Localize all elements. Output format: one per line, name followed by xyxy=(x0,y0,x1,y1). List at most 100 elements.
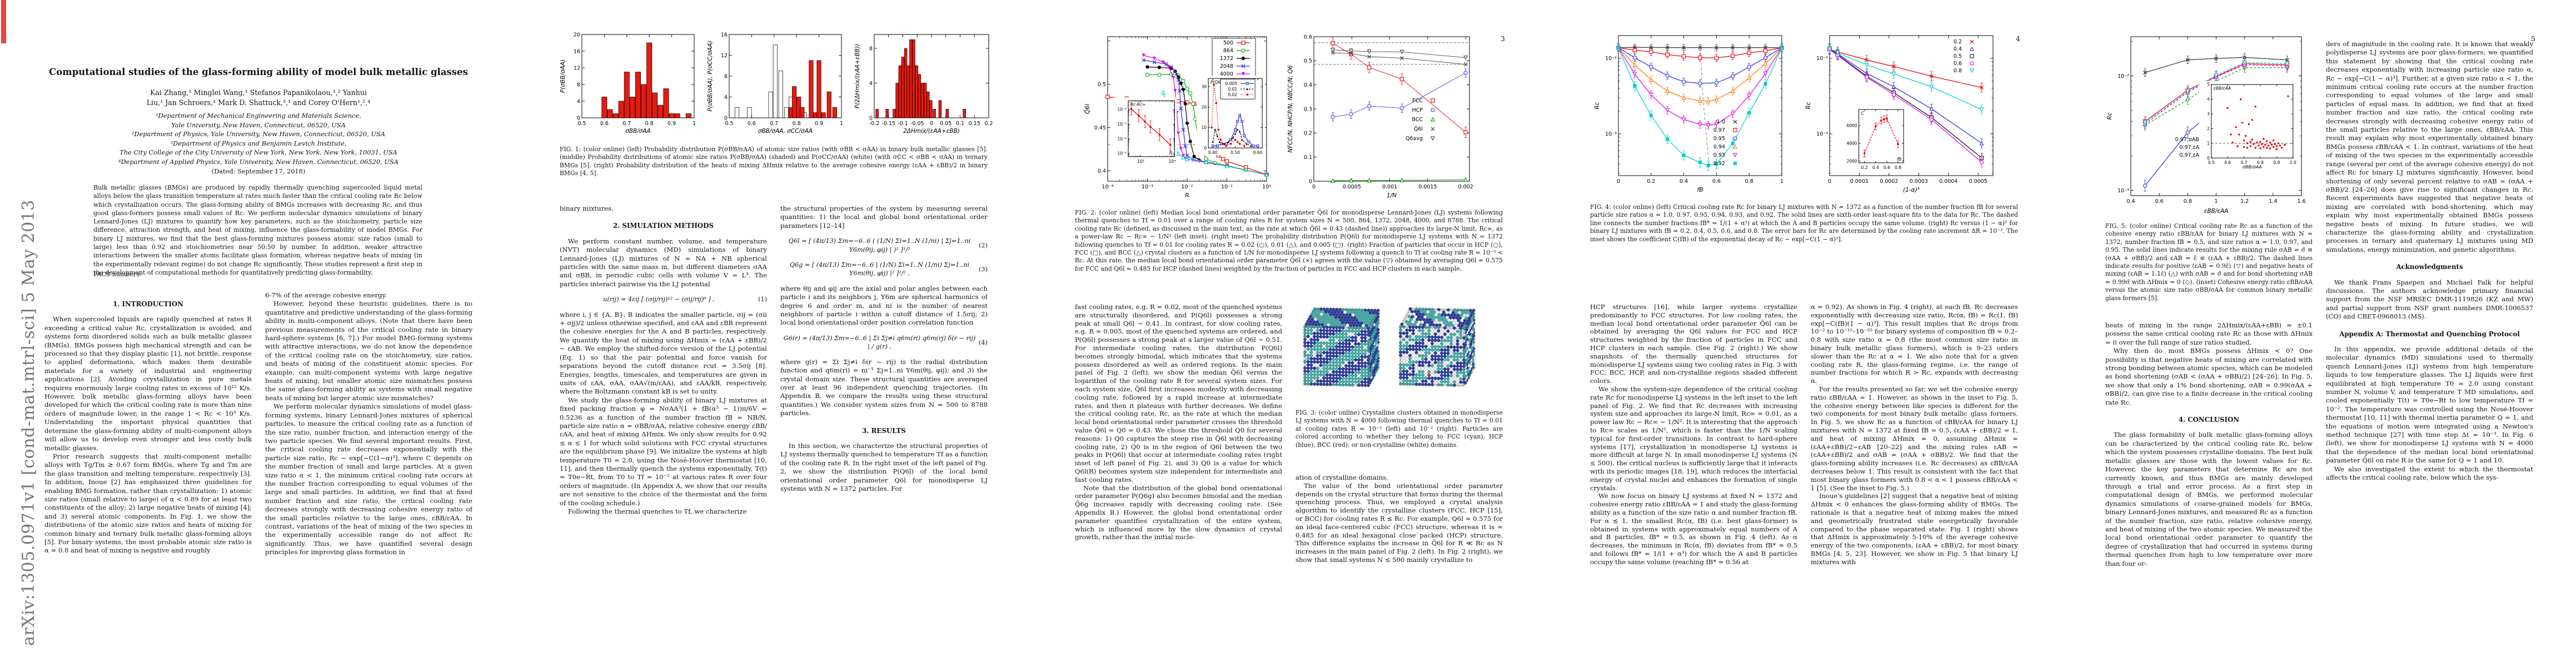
svg-text:0.97: 0.97 xyxy=(1713,127,1725,133)
paragraph: We show the system-size dependence of th… xyxy=(1590,385,1797,492)
paragraph: For the results presented so far, we set… xyxy=(1811,385,2018,492)
svg-text:0.001: 0.001 xyxy=(1382,184,1397,190)
svg-text:0.0004: 0.0004 xyxy=(1939,178,1957,185)
figure-1-caption: FIG. 1: (color online) (left) Probabilit… xyxy=(560,146,988,177)
svg-text:0.4: 0.4 xyxy=(1680,178,1688,185)
svg-text:1372: 1372 xyxy=(1220,56,1233,62)
figure-3-crystal-snapshots xyxy=(1303,307,1476,387)
svg-text:10⁻⁵: 10⁻⁵ xyxy=(1117,151,1127,156)
svg-text:NFCC/N, NHCP/N, NBCC/N; Q6: NFCC/N, NHCP/N, NBCC/N; Q6 xyxy=(1287,65,1294,152)
svg-text:0.6: 0.6 xyxy=(1712,178,1721,185)
svg-text:0.15: 0.15 xyxy=(969,121,980,127)
svg-text:1/N: 1/N xyxy=(1387,192,1397,199)
svg-text:εBB/εAA: εBB/εAA xyxy=(2204,208,2229,215)
svg-text:0: 0 xyxy=(2207,156,2210,161)
svg-text:0.02: 0.02 xyxy=(1228,92,1237,97)
page-number: 5 xyxy=(2531,34,2535,43)
paragraph: However, beyond these heuristic guidelin… xyxy=(265,300,472,402)
page-4: 4 0 0.2 0.4 0.6 0.8 1 10⁻² 10⁻³ fB Rc 1.0 0.97 0.95 0… xyxy=(1546,0,2061,667)
svg-text:Q̄6l: Q̄6l xyxy=(1084,104,1091,114)
svg-text:10³: 10³ xyxy=(1137,159,1144,164)
svg-text:Rc-Rc∞: Rc-Rc∞ xyxy=(1130,102,1146,107)
svg-text:Q̄6l: Q̄6l xyxy=(1414,126,1423,132)
svg-text:0.4: 0.4 xyxy=(1872,165,1879,170)
svg-text:10⁻¹: 10⁻¹ xyxy=(1221,184,1233,190)
affiliations: ¹Department of Mechanical Engineering an… xyxy=(44,111,472,176)
paragraph: ders of magnitude in the cooling rate. I… xyxy=(2326,40,2533,253)
paragraph: binary mixtures. xyxy=(560,205,614,212)
svg-text:0.45: 0.45 xyxy=(1094,125,1106,131)
svg-text:10⁻³: 10⁻³ xyxy=(1117,122,1127,127)
svg-text:0: 0 xyxy=(1309,178,1312,185)
svg-text:0.4: 0.4 xyxy=(2126,198,2135,205)
svg-text:10⁻²: 10⁻² xyxy=(1816,56,1828,62)
affiliation-line: The City College of the City University … xyxy=(119,148,397,157)
page-3: 3 10⁻⁴ 10⁻³ 10⁻² 10⁻¹ 10⁰ 0.4 0.45 0.5 R Q̄6l 500 8… xyxy=(1030,0,1546,667)
svg-text:0.7: 0.7 xyxy=(770,121,778,127)
svg-text:0.3: 0.3 xyxy=(1304,106,1312,112)
section-heading: 1. INTRODUCTION xyxy=(113,300,183,308)
figure-1: 0.5 0.6 0.7 0.8 0.9 1 0 4 8 12 16 20 σBB/σAA P(σBB/σA… xyxy=(559,30,993,137)
svg-text:0.7: 0.7 xyxy=(2241,160,2248,165)
svg-text:20: 20 xyxy=(574,32,580,38)
svg-text:fB: fB xyxy=(1697,187,1703,193)
svg-text:0: 0 xyxy=(930,121,933,127)
svg-text:0.9: 0.9 xyxy=(2273,160,2280,165)
svg-text:P(Q6l): P(Q6l) xyxy=(1210,80,1223,85)
svg-text:Q6avg: Q6avg xyxy=(1406,136,1423,142)
svg-text:16: 16 xyxy=(721,32,728,38)
svg-text:0.0002: 0.0002 xyxy=(1880,178,1898,185)
paragraph: 6-7% of the average cohesive energy. xyxy=(265,291,387,299)
page2-column-1: binary mixtures. 2. SIMULATION METHODS We … xyxy=(560,205,767,613)
svg-text:0.8: 0.8 xyxy=(2184,198,2192,205)
svg-text:4000: 4000 xyxy=(1847,141,1857,146)
authors-line-2: Liu,¹ Jan Schroers,¹ Mark D. Shattuck,³,… xyxy=(146,98,371,107)
page5-column-1: heats of mixing in the range 2ΔHmix/(εAA… xyxy=(2105,321,2313,613)
page-number: 4 xyxy=(2016,34,2020,43)
svg-text:0.2: 0.2 xyxy=(1647,178,1655,185)
svg-text:0.94: 0.94 xyxy=(1713,144,1725,150)
svg-text:N: N xyxy=(1169,151,1173,156)
figure-5-chart: 0.4 0.6 0.8 1 1.2 1.4 1.6 10⁻² 10⁻³ εBB/εAA Rc 1.0 0… xyxy=(2106,36,2306,215)
svg-text:0.6: 0.6 xyxy=(600,121,609,127)
figure-4-right-panel: 0 0.0001 0.0002 0.0003 0.0004 0.0005 10⁻² 10⁻³ (… xyxy=(1805,35,1994,193)
svg-text:0.6: 0.6 xyxy=(2155,198,2164,205)
svg-text:10: 10 xyxy=(1202,125,1207,130)
figure-1-middle-histogram: 0.5 0.6 0.7 0.8 0.9 1 0 4 8 12 16 σBB/σAA, σCC/σAA P… xyxy=(707,32,843,135)
svg-text:3: 3 xyxy=(2207,112,2210,117)
svg-text:5: 5 xyxy=(2207,82,2210,87)
svg-text:30: 30 xyxy=(1202,84,1207,89)
svg-text:0.7: 0.7 xyxy=(622,121,631,127)
svg-text:1: 1 xyxy=(692,121,696,127)
scan-artifact xyxy=(1,0,6,43)
svg-text:0.5: 0.5 xyxy=(1098,82,1106,88)
svg-text:0: 0 xyxy=(1617,178,1620,185)
paragraph: the structural properties of the system … xyxy=(780,205,988,230)
svg-text:0.4: 0.4 xyxy=(1098,168,1106,175)
svg-text:0.93: 0.93 xyxy=(1713,152,1725,158)
svg-text:0.0005: 0.0005 xyxy=(1969,178,1987,185)
svg-text:σBB/σAA, σCC/σAA: σBB/σAA, σCC/σAA xyxy=(758,128,813,135)
svg-text:FCC: FCC xyxy=(1412,98,1423,104)
svg-text:500: 500 xyxy=(1223,40,1233,46)
svg-text:1.6: 1.6 xyxy=(2297,198,2305,205)
affiliation-line: ¹Department of Mechanical Engineering an… xyxy=(156,112,361,120)
svg-text:2000: 2000 xyxy=(1847,158,1857,163)
svg-text:-0.2: -0.2 xyxy=(869,121,880,127)
svg-text:0.0001: 0.0001 xyxy=(1850,178,1869,185)
paper-title: Computational studies of the glass-formi… xyxy=(49,67,468,77)
equation: Q6l = [ (4π/13) Σm=−6..6 ( (1/N) Σi=1..N… xyxy=(788,237,988,253)
paragraph: where g(r) = Σi Σj≠i δ(r − rij) is the r… xyxy=(780,357,988,417)
paragraph: Inoue's guidelines [2] suggest that a ne… xyxy=(1811,492,2018,566)
svg-text:fB: fB xyxy=(1897,157,1901,162)
section-heading: Appendix A: Thermostat and Quenching Pro… xyxy=(2339,330,2520,338)
affiliation-line: ³Department of Physics and Benjamin Levi… xyxy=(170,139,347,147)
page4-column-1: HCP structures [16], while larger system… xyxy=(1590,303,1797,615)
paragraph: We thank Frans Spaepen and Michael Falk … xyxy=(2326,278,2533,321)
svg-text:0.0003: 0.0003 xyxy=(1910,178,1928,185)
svg-text:1.0: 1.0 xyxy=(1717,119,1725,125)
svg-text:0.6: 0.6 xyxy=(1884,165,1890,170)
svg-text:8: 8 xyxy=(577,82,580,88)
paragraph: We perform constant number, volume, and … xyxy=(560,237,767,288)
